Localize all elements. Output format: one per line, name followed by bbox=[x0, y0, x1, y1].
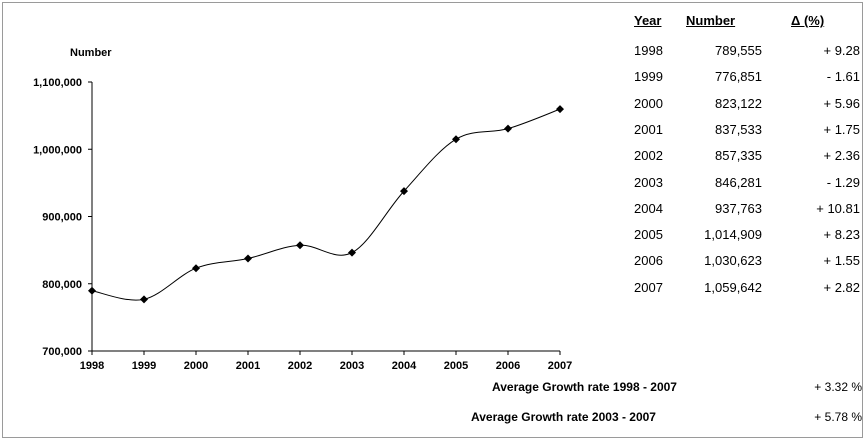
avg-growth-value-1: + 3.32 % bbox=[814, 380, 862, 394]
x-tick-label: 2002 bbox=[288, 360, 312, 372]
data-point bbox=[244, 254, 252, 263]
avg-growth-label-1: Average Growth rate 1998 - 2007 bbox=[492, 380, 677, 394]
data-point bbox=[88, 286, 96, 295]
avg-growth-label-2: Average Growth rate 2003 - 2007 bbox=[471, 410, 656, 424]
x-tick-label: 2001 bbox=[236, 360, 260, 372]
avg-growth-value-2: + 5.78 % bbox=[814, 410, 862, 424]
x-tick-label: 2006 bbox=[496, 360, 520, 372]
x-tick-label: 2004 bbox=[392, 360, 417, 372]
data-point bbox=[348, 248, 356, 257]
data-point bbox=[556, 105, 564, 114]
data-point bbox=[504, 124, 512, 133]
data-point bbox=[400, 187, 408, 196]
x-tick-label: 2005 bbox=[444, 360, 468, 372]
y-axis-title: Number bbox=[70, 47, 112, 59]
data-point bbox=[192, 264, 200, 273]
x-tick-label: 1999 bbox=[132, 360, 156, 372]
y-tick-label: 700,000 bbox=[42, 346, 82, 358]
x-tick-label: 2003 bbox=[340, 360, 364, 372]
series-line bbox=[91, 108, 561, 301]
y-tick-label: 1,000,000 bbox=[33, 144, 82, 156]
data-point bbox=[296, 241, 304, 250]
x-tick-label: 1998 bbox=[80, 360, 104, 372]
y-tick-label: 1,100,000 bbox=[33, 77, 82, 89]
x-tick-label: 2000 bbox=[184, 360, 208, 372]
y-tick-label: 800,000 bbox=[42, 279, 82, 291]
data-point bbox=[140, 295, 148, 304]
x-tick-label: 2007 bbox=[548, 360, 572, 372]
data-point bbox=[452, 135, 460, 144]
y-tick-label: 900,000 bbox=[42, 212, 82, 224]
